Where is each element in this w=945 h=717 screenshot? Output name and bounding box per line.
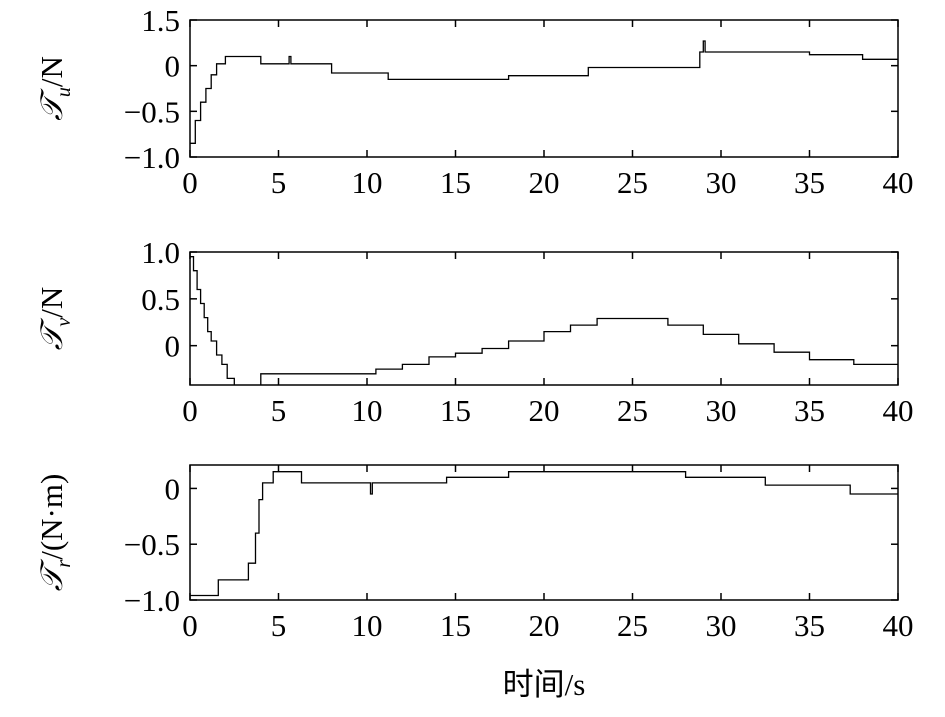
x-tick-label: 35 [794,608,825,643]
y-label-unit: /N [34,287,69,318]
y-tick-label: 1.0 [141,235,180,270]
plot-frame [189,251,899,386]
x-tick-label: 5 [271,165,287,200]
y-tick-label: 0 [165,49,181,84]
y-label-sub: u [53,87,75,97]
x-tick-label: 40 [883,393,914,428]
y-tick-label: 1.5 [141,3,180,38]
x-axis-label: 时间/s [503,667,586,702]
x-tick-label: 35 [794,393,825,428]
x-tick-label: 15 [440,393,471,428]
y-tick-label: −1.0 [124,583,180,618]
x-tick-label: 30 [706,165,737,200]
x-tick-label: 40 [883,165,914,200]
x-tick-label: 0 [182,608,198,643]
y-tick-label: 0 [165,329,181,364]
x-tick-label: 0 [182,393,198,428]
x-tick-label: 25 [617,165,648,200]
y-tick-label: 0 [165,471,181,506]
line-series [190,471,898,597]
y-label-unit: /(N·m) [34,474,69,560]
x-tick-label: 40 [883,608,914,643]
x-tick-label: 0 [182,165,198,200]
x-tick-label: 10 [352,393,383,428]
x-tick-label: 15 [440,608,471,643]
y-label-sub: v [53,318,75,327]
y-tick-label: 0.5 [141,282,180,317]
y-axis-label: 𝒯u/N [34,56,75,121]
x-tick-label: 25 [617,608,648,643]
x-tick-label: 30 [706,608,737,643]
panel: 0 5 10 15 20 25 30 35 40 0 0.5 1.0 𝒯v/N [34,235,914,428]
x-tick-label: 20 [529,608,560,643]
x-tick-label: 10 [352,165,383,200]
x-tick-label: 5 [271,608,287,643]
line-series [190,256,898,385]
x-tick-label: 15 [440,165,471,200]
y-tick-label: −1.0 [124,140,180,175]
panel: 0 5 10 15 20 25 30 35 40 −1.0 −0.5 0 1.5 𝒯u/N [34,3,914,200]
x-tick-label: 5 [271,393,287,428]
x-tick-label: 30 [706,393,737,428]
y-axis-label: 𝒯v/N [34,287,75,351]
x-tick-label: 35 [794,165,825,200]
y-tick-label: −0.5 [124,527,180,562]
x-tick-label: 10 [352,608,383,643]
plot-frame [189,19,899,158]
y-label-unit: /N [34,56,69,87]
line-series [190,40,898,144]
y-label-sub: r [53,560,75,568]
x-tick-label: 20 [529,165,560,200]
x-tick-label: 20 [529,393,560,428]
panel: 0 5 10 15 20 25 30 35 40 −1.0 −0.5 0 𝒯r/(N·m) 时间/s [34,464,914,702]
y-axis-label: 𝒯r/(N·m) [34,474,75,592]
y-tick-label: −0.5 [124,94,180,129]
x-tick-label: 25 [617,393,648,428]
